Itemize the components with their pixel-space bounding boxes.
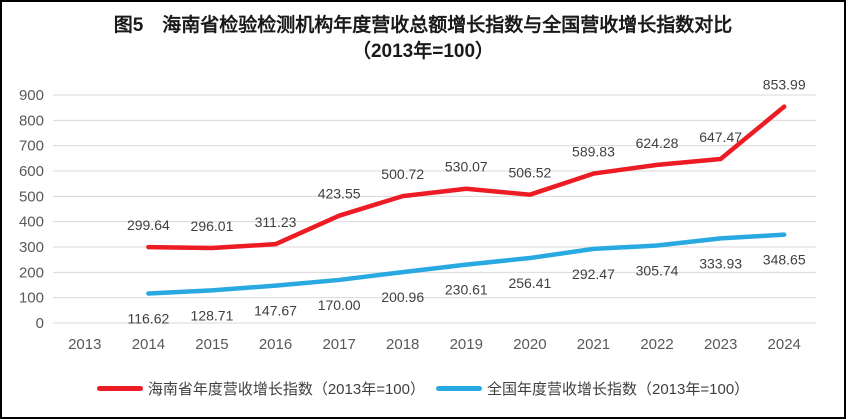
legend-item-hainan: 海南省年度营收增长指数（2013年=100）	[96, 378, 425, 399]
hainan-data-label: 530.07	[445, 159, 488, 175]
y-tick-label: 300	[19, 239, 44, 256]
national-data-label: 128.71	[191, 307, 234, 323]
y-tick-label: 400	[19, 214, 44, 231]
national-line-swatch	[436, 386, 482, 391]
x-tick-label: 2019	[450, 336, 483, 353]
x-tick-label: 2021	[577, 336, 610, 353]
national-data-label: 348.65	[763, 252, 806, 268]
x-tick-label: 2018	[386, 336, 419, 353]
y-tick-label: 900	[19, 87, 44, 104]
hainan-data-label: 647.47	[699, 129, 742, 145]
x-tick-label: 2016	[259, 336, 292, 353]
y-tick-label: 700	[19, 138, 44, 155]
y-tick-label: 500	[19, 188, 44, 205]
y-tick-label: 600	[19, 163, 44, 180]
national-data-label: 200.96	[381, 289, 424, 305]
y-tick-label: 200	[19, 264, 44, 281]
national-data-label: 170.00	[318, 297, 361, 313]
national-data-label: 292.47	[572, 266, 615, 282]
hainan-data-label: 853.99	[763, 77, 806, 93]
national-series-line	[146, 232, 787, 296]
hainan-data-label: 624.28	[636, 135, 679, 151]
hainan-data-label: 423.55	[318, 186, 361, 202]
national-data-label: 116.62	[127, 310, 169, 326]
hainan-line-swatch	[96, 386, 143, 391]
hainan-data-label: 296.01	[191, 218, 234, 234]
x-tick-label: 2015	[195, 336, 228, 353]
y-tick-label: 0	[36, 315, 44, 332]
y-tick-label: 800	[19, 112, 44, 129]
national-data-label: 256.41	[508, 275, 551, 291]
hainan-data-label: 500.72	[381, 166, 424, 182]
x-tick-label: 2013	[68, 336, 101, 353]
national-data-label: 230.61	[445, 282, 488, 298]
x-tick-label: 2014	[132, 336, 165, 353]
chart-title-line2: （2013年=100）	[351, 41, 495, 62]
x-tick-label: 2023	[704, 336, 737, 353]
chart-title: 图5 海南省检验检测机构年度营收总额增长指数与全国营收增长指数对比 （2013年…	[2, 13, 844, 65]
national-data-label: 305.74	[636, 263, 679, 279]
hainan-data-label: 311.23	[255, 214, 297, 230]
national-data-label: 147.67	[254, 303, 297, 319]
legend: 海南省年度营收增长指数（2013年=100） 全国年度营收增长指数（2013年=…	[2, 378, 844, 399]
x-tick-label: 2020	[513, 336, 546, 353]
legend-label-hainan: 海南省年度营收增长指数（2013年=100）	[147, 381, 425, 398]
hainan-series-line	[146, 104, 787, 251]
y-tick-label: 100	[19, 290, 44, 307]
chart-title-line1: 图5 海南省检验检测机构年度营收总额增长指数与全国营收增长指数对比	[113, 15, 733, 36]
hainan-data-label: 299.64	[127, 217, 170, 233]
national-data-label: 333.93	[699, 255, 742, 271]
legend-item-national: 全国年度营收增长指数（2013年=100）	[436, 378, 749, 399]
legend-label-national: 全国年度营收增长指数（2013年=100）	[487, 381, 750, 398]
x-tick-label: 2017	[322, 336, 355, 353]
hainan-data-label: 589.83	[572, 144, 615, 160]
hainan-data-label: 506.52	[508, 165, 551, 181]
x-tick-label: 2024	[768, 336, 801, 353]
x-tick-label: 2022	[640, 336, 673, 353]
